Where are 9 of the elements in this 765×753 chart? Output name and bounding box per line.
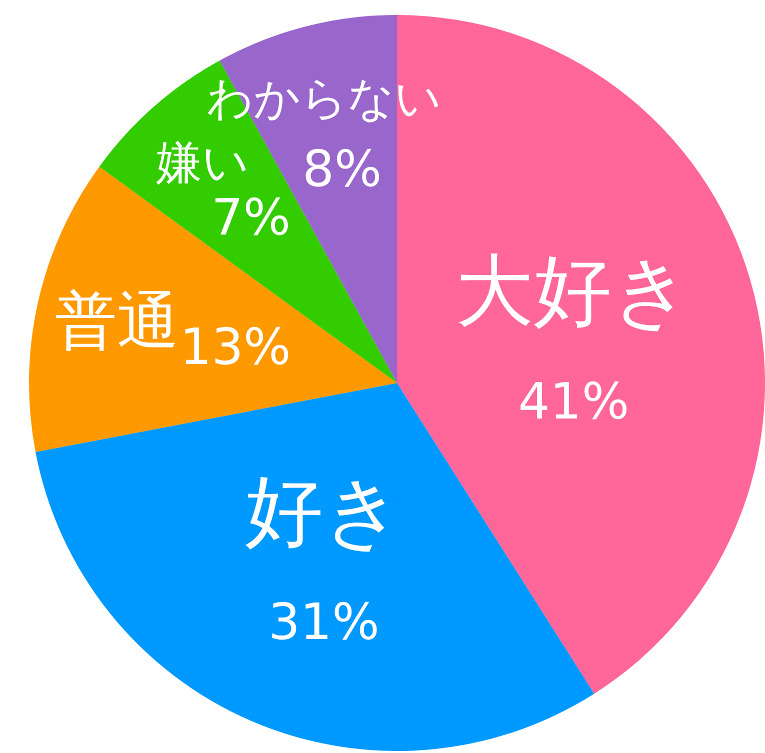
data-label: 7% (211, 188, 291, 246)
slice-label: 大好き (456, 246, 692, 337)
data-label: 13% (180, 318, 291, 376)
data-label: 31% (268, 592, 380, 651)
slice-label: 好き (244, 466, 403, 557)
data-label: 8% (302, 140, 382, 198)
slice-label: 普通 (54, 284, 179, 357)
data-label: 41% (518, 372, 630, 431)
slice-label: 嫌い (156, 135, 249, 190)
